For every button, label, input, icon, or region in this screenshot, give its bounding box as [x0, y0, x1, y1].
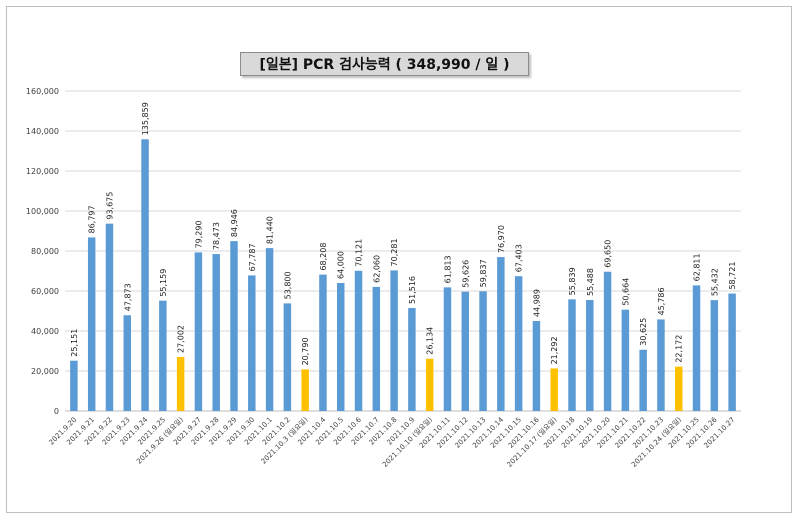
bar [123, 315, 131, 411]
bar [319, 274, 327, 411]
bar [425, 358, 434, 411]
value-label: 81,440 [266, 216, 275, 244]
value-label: 62,060 [372, 255, 381, 283]
bar [372, 286, 381, 411]
bars [70, 139, 736, 412]
value-label: 68,208 [319, 243, 328, 271]
value-label: 51,516 [408, 276, 417, 304]
y-tick-label: 100,000 [26, 207, 59, 216]
value-label: 67,403 [515, 244, 524, 272]
value-label: 55,839 [568, 267, 577, 295]
value-label: 67,787 [248, 243, 257, 271]
value-label: 84,946 [230, 209, 239, 237]
bar [479, 291, 487, 411]
bar [230, 241, 238, 411]
value-label: 62,811 [693, 253, 702, 281]
y-tick-label: 120,000 [26, 167, 59, 176]
bar [337, 283, 345, 411]
value-label: 78,473 [212, 222, 221, 250]
bar [710, 300, 719, 411]
value-label: 30,625 [639, 318, 648, 346]
bar [568, 299, 576, 411]
bar [70, 360, 78, 411]
value-label: 27,002 [177, 325, 186, 353]
y-tick-label: 160,000 [26, 87, 59, 96]
bar [514, 276, 523, 411]
value-label: 79,290 [194, 220, 203, 248]
value-label: 86,797 [88, 205, 97, 233]
bar [265, 248, 274, 411]
bar [212, 254, 220, 411]
bar [675, 366, 683, 411]
bar [105, 223, 114, 411]
value-label: 55,488 [586, 268, 595, 296]
y-tick-label: 60,000 [31, 287, 59, 296]
value-label: 53,800 [283, 271, 292, 299]
y-tick-label: 0 [54, 407, 59, 416]
bar [461, 291, 469, 411]
value-label: 55,159 [159, 269, 168, 297]
value-labels: 25,151 86,797 93,675 47,873 135,859 55,159 27,… [70, 102, 737, 365]
value-label: 26,134 [426, 327, 435, 355]
bar [586, 300, 594, 411]
bar [283, 303, 292, 411]
y-tick-label: 20,000 [31, 367, 59, 376]
bar [176, 356, 185, 411]
value-label: 93,675 [105, 192, 114, 220]
bar [248, 275, 256, 411]
value-label: 50,664 [621, 278, 630, 306]
y-axis-ticks: 0 20,000 40,000 60,000 80,000 100,000 120,000 1… [26, 87, 59, 416]
bar [497, 257, 505, 411]
bar [354, 270, 363, 411]
bar [87, 237, 96, 411]
value-label: 20,790 [301, 337, 310, 365]
value-label: 135,859 [141, 102, 150, 135]
value-label: 21,292 [550, 336, 559, 364]
value-label: 58,721 [728, 262, 737, 290]
chart-title: [일본] PCR 검사능력 ( 348,990 / 일 ) [240, 52, 529, 76]
bar [194, 252, 203, 411]
bar [390, 270, 398, 411]
bar [141, 139, 149, 412]
value-label: 70,281 [390, 238, 399, 266]
y-tick-label: 40,000 [31, 327, 59, 336]
bar [301, 369, 309, 411]
bar [443, 287, 452, 411]
value-label: 55,432 [710, 268, 719, 296]
bar [603, 271, 612, 411]
bar [408, 307, 416, 411]
x-axis-ticks: 2021.9.202021.9.212021.9.222021.9.232021… [47, 415, 736, 469]
value-label: 25,151 [70, 329, 79, 357]
bar [550, 368, 558, 411]
bar [692, 285, 701, 411]
value-label: 69,650 [604, 240, 613, 268]
y-tick-label: 80,000 [31, 247, 59, 256]
value-label: 45,786 [657, 287, 666, 315]
value-label: 59,837 [479, 259, 488, 287]
bar [657, 319, 665, 411]
value-label: 59,626 [461, 260, 470, 288]
bar [159, 300, 167, 411]
value-label: 76,970 [497, 225, 506, 253]
bar [621, 309, 630, 411]
value-label: 70,121 [355, 239, 364, 267]
value-label: 64,000 [337, 251, 346, 279]
bar [728, 293, 736, 411]
value-label: 44,989 [532, 289, 541, 317]
y-tick-label: 140,000 [26, 127, 59, 136]
bar [532, 321, 541, 411]
value-label: 47,873 [123, 283, 132, 311]
value-label: 22,172 [675, 335, 684, 363]
value-label: 61,813 [443, 255, 452, 283]
bar [639, 349, 647, 411]
